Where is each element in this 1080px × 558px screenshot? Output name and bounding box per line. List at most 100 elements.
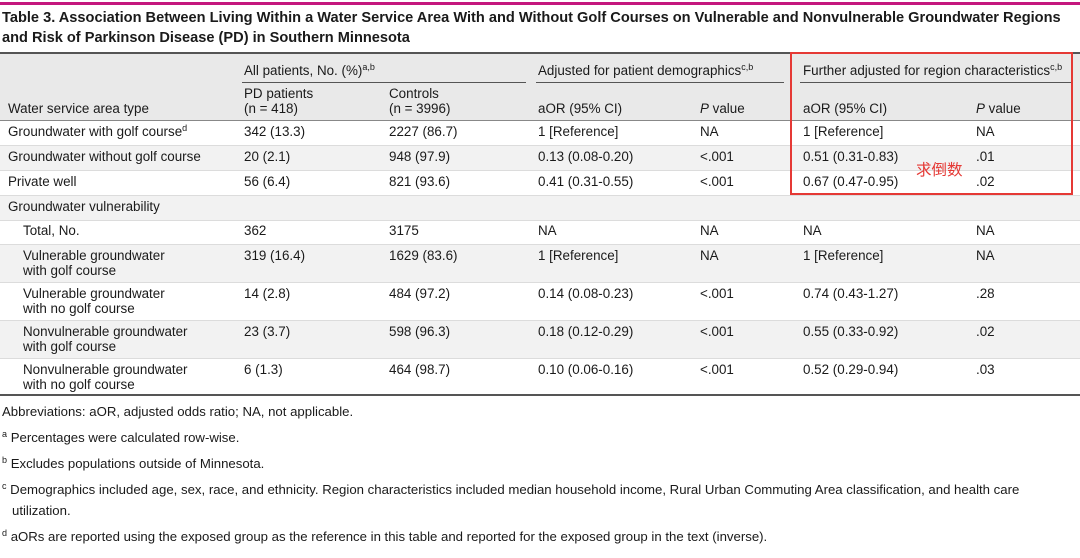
cell-p-value-further: NA bbox=[976, 124, 995, 139]
cell-aor: NA bbox=[538, 223, 557, 238]
row-label: Vulnerable groundwater bbox=[23, 286, 165, 301]
cell-pd: 319 (16.4) bbox=[244, 248, 306, 263]
cell-pd: 342 (13.3) bbox=[244, 124, 306, 139]
cell-pd: 6 (1.3) bbox=[244, 362, 283, 377]
cell-p-value-further: NA bbox=[976, 248, 995, 263]
row-shade bbox=[0, 195, 1080, 220]
group-header-further-adjusted: Further adjusted for region characterist… bbox=[803, 62, 1063, 79]
cell-aor-further: 0.55 (0.33-0.92) bbox=[803, 324, 899, 339]
cell-pd: 20 (2.1) bbox=[244, 149, 291, 164]
table-title: Table 3. Association Between Living With… bbox=[2, 10, 1061, 46]
col-header-controls-line2: (n = 3996) bbox=[389, 101, 451, 116]
cell-aor: 0.13 (0.08-0.20) bbox=[538, 149, 634, 164]
row-shade bbox=[0, 320, 1080, 358]
row-shade bbox=[0, 244, 1080, 282]
cell-p-value: <.001 bbox=[700, 174, 734, 189]
col-header-pd-line2: (n = 418) bbox=[244, 101, 298, 116]
cell-aor-further: 0.67 (0.47-0.95) bbox=[803, 174, 899, 189]
col-header-p-value-further: P value bbox=[976, 101, 1021, 116]
group-underline-adjusted bbox=[536, 82, 784, 83]
cell-aor-further: NA bbox=[803, 223, 822, 238]
col-header-p-value: P value bbox=[700, 101, 745, 116]
row-separator bbox=[0, 282, 1080, 283]
row-label-line2: with no golf course bbox=[23, 301, 135, 316]
cell-aor: 1 [Reference] bbox=[538, 248, 619, 263]
row-label-line2: with golf course bbox=[23, 263, 117, 278]
footnote-b: b Excludes populations outside of Minnes… bbox=[2, 455, 265, 472]
group-header-all-patients: All patients, No. (%)a,b bbox=[244, 62, 375, 79]
cell-pd: 362 bbox=[244, 223, 267, 238]
section-label: Groundwater vulnerability bbox=[8, 199, 160, 214]
cell-p-value-further: .28 bbox=[976, 286, 995, 301]
row-label-line2: with no golf course bbox=[23, 377, 135, 392]
cell-p-value: <.001 bbox=[700, 286, 734, 301]
row-separator bbox=[0, 244, 1080, 245]
cell-p-value: NA bbox=[700, 223, 719, 238]
cell-aor: 0.10 (0.06-0.16) bbox=[538, 362, 634, 377]
cell-aor: 0.41 (0.31-0.55) bbox=[538, 174, 634, 189]
footnote-abbreviations: Abbreviations: aOR, adjusted odds ratio;… bbox=[2, 404, 354, 419]
cell-controls: 948 (97.9) bbox=[389, 149, 451, 164]
cell-aor-further: 1 [Reference] bbox=[803, 248, 884, 263]
group-header-adjusted: Adjusted for patient demographicsc,b bbox=[538, 62, 754, 79]
cell-p-value-further: NA bbox=[976, 223, 995, 238]
cell-aor-further: 1 [Reference] bbox=[803, 124, 884, 139]
cell-aor: 0.18 (0.12-0.29) bbox=[538, 324, 634, 339]
cell-p-value-further: .03 bbox=[976, 362, 995, 377]
footnote-c-continued: utilization. bbox=[12, 503, 71, 518]
col-header-aor: aOR (95% CI) bbox=[538, 101, 623, 116]
row-label: Private well bbox=[8, 174, 77, 189]
cell-controls: 2227 (86.7) bbox=[389, 124, 458, 139]
footnote-c: c Demographics included age, sex, race, … bbox=[2, 481, 1020, 498]
cell-aor: 1 [Reference] bbox=[538, 124, 619, 139]
row-separator bbox=[0, 320, 1080, 321]
col-header-pd-line1: PD patients bbox=[244, 86, 314, 101]
cell-aor-further: 0.52 (0.29-0.94) bbox=[803, 362, 899, 377]
footnote-d: d aORs are reported using the exposed gr… bbox=[2, 528, 768, 545]
row-label: Groundwater without golf course bbox=[8, 149, 201, 164]
cell-aor-further: 0.74 (0.43-1.27) bbox=[803, 286, 899, 301]
row-separator bbox=[0, 195, 1080, 196]
cell-controls: 598 (96.3) bbox=[389, 324, 451, 339]
col-header-controls-line1: Controls bbox=[389, 86, 439, 101]
row-separator bbox=[0, 358, 1080, 359]
header-top-rule bbox=[0, 52, 1080, 54]
title-accent-line bbox=[0, 2, 1080, 5]
cell-controls: 484 (97.2) bbox=[389, 286, 451, 301]
row-label: Vulnerable groundwater bbox=[23, 248, 165, 263]
table-header-background bbox=[0, 53, 1080, 120]
cell-p-value-further: .02 bbox=[976, 324, 995, 339]
cell-p-value-further: .01 bbox=[976, 149, 995, 164]
row-label: Nonvulnerable groundwater bbox=[23, 324, 188, 339]
row-separator bbox=[0, 145, 1080, 146]
col-header-type: Water service area type bbox=[8, 101, 149, 116]
cell-pd: 56 (6.4) bbox=[244, 174, 291, 189]
cell-aor-further: 0.51 (0.31-0.83) bbox=[803, 149, 899, 164]
row-label-line2: with golf course bbox=[23, 339, 117, 354]
col-header-aor-further: aOR (95% CI) bbox=[803, 101, 888, 116]
row-label: Nonvulnerable groundwater bbox=[23, 362, 188, 377]
cell-p-value: <.001 bbox=[700, 362, 734, 377]
group-underline-all bbox=[242, 82, 526, 83]
cell-controls: 464 (98.7) bbox=[389, 362, 451, 377]
cell-controls: 821 (93.6) bbox=[389, 174, 451, 189]
cell-controls: 3175 bbox=[389, 223, 419, 238]
cell-p-value: <.001 bbox=[700, 149, 734, 164]
table-bottom-rule bbox=[0, 394, 1080, 396]
row-label: Groundwater with golf coursed bbox=[8, 123, 188, 140]
header-bottom-rule bbox=[0, 120, 1080, 121]
cell-pd: 14 (2.8) bbox=[244, 286, 291, 301]
row-label: Total, No. bbox=[23, 223, 80, 238]
cell-aor: 0.14 (0.08-0.23) bbox=[538, 286, 634, 301]
row-shade bbox=[0, 145, 1080, 170]
cell-controls: 1629 (83.6) bbox=[389, 248, 458, 263]
highlight-box bbox=[790, 52, 1073, 195]
cell-p-value: NA bbox=[700, 124, 719, 139]
cell-p-value: <.001 bbox=[700, 324, 734, 339]
footnote-a: a Percentages were calculated row-wise. bbox=[2, 429, 240, 446]
cell-p-value: NA bbox=[700, 248, 719, 263]
cell-p-value-further: .02 bbox=[976, 174, 995, 189]
row-separator bbox=[0, 220, 1080, 221]
group-underline-further bbox=[800, 82, 1072, 83]
annotation-text: 求倒数 bbox=[916, 162, 963, 179]
